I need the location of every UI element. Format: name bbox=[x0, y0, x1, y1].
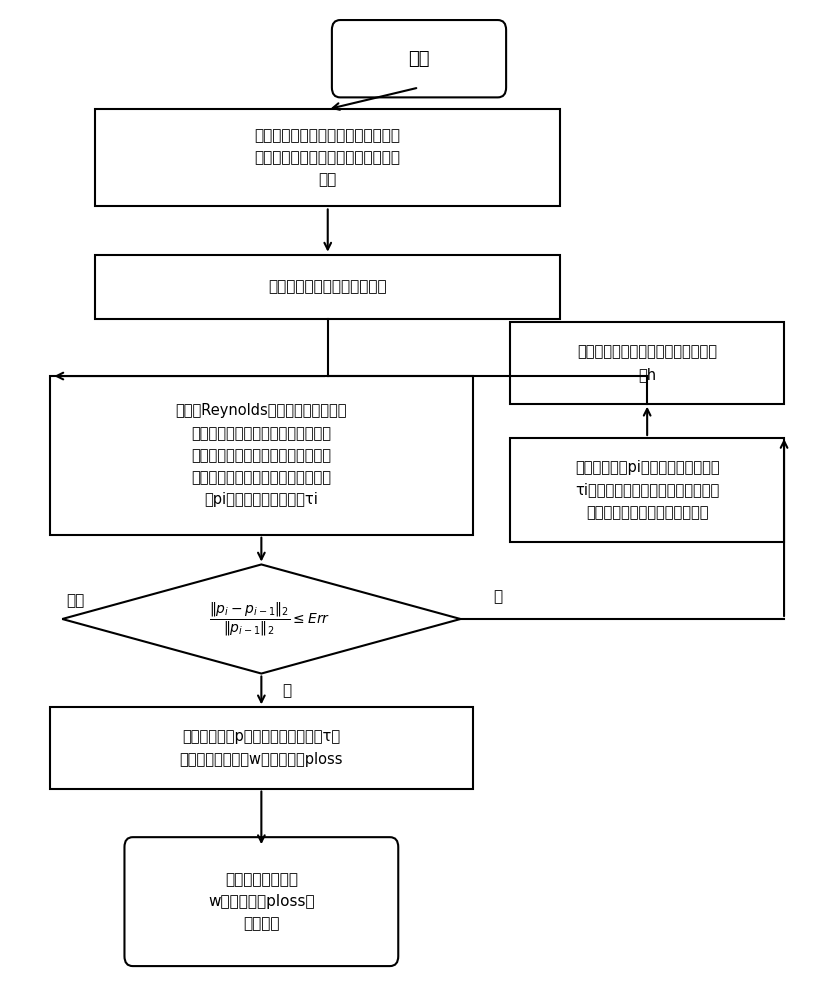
Text: 根据可倾瓦表面弹性变形修正水膜厚
度h: 根据可倾瓦表面弹性变形修正水膜厚 度h bbox=[577, 345, 717, 382]
FancyBboxPatch shape bbox=[125, 837, 398, 966]
Bar bbox=[96, 109, 560, 206]
Bar bbox=[96, 255, 560, 319]
Bar bbox=[49, 707, 473, 789]
Text: 判断: 判断 bbox=[66, 594, 85, 609]
Text: 利用液膜压力pi和润滑界面剪切应力
τi，通过有限元离散求解固体弹性变
形方程，获得可倾瓦弹性变形场: 利用液膜压力pi和润滑界面剪切应力 τi，通过有限元离散求解固体弹性变 形方程，… bbox=[575, 460, 720, 520]
Bar bbox=[510, 438, 784, 542]
Text: 确定初始化推力轴承液膜厚度: 确定初始化推力轴承液膜厚度 bbox=[268, 279, 387, 294]
Text: 输入推力轴承运行参数、可倾瓦几何
参数和物理参数，设计变量的初始样
本点: 输入推力轴承运行参数、可倾瓦几何 参数和物理参数，设计变量的初始样 本点 bbox=[255, 128, 401, 188]
Polygon shape bbox=[62, 564, 461, 674]
Text: 将修正Reynolds方程通过参数二次规
划算法转化为线性互补问题，并与固
体弹性变形方程耦合迭代求解，计算
出设计变量的样本点所对应的液膜压
力pi和润滑界面: 将修正Reynolds方程通过参数二次规 划算法转化为线性互补问题，并与固 体弹… bbox=[176, 403, 347, 507]
FancyBboxPatch shape bbox=[332, 20, 506, 97]
Text: $\dfrac{\Vert p_i - p_{i-1}\Vert_2}{\Vert p_{i-1}\Vert_2}\leq Err$: $\dfrac{\Vert p_i - p_{i-1}\Vert_2}{\Ver… bbox=[209, 600, 330, 638]
Bar bbox=[510, 322, 784, 404]
Text: 开始: 开始 bbox=[408, 50, 430, 68]
Text: 输出轴承承载能力
w和功率损耗ploss，
程序结束: 输出轴承承载能力 w和功率损耗ploss， 程序结束 bbox=[208, 872, 315, 931]
Text: 否: 否 bbox=[494, 589, 503, 604]
Bar bbox=[49, 376, 473, 535]
Text: 通过液膜压力p和润滑界面剪切应力τ，
计算轴承承载能力w和功率损耗ploss: 通过液膜压力p和润滑界面剪切应力τ， 计算轴承承载能力w和功率损耗ploss bbox=[179, 729, 343, 767]
Text: 是: 是 bbox=[282, 683, 292, 698]
